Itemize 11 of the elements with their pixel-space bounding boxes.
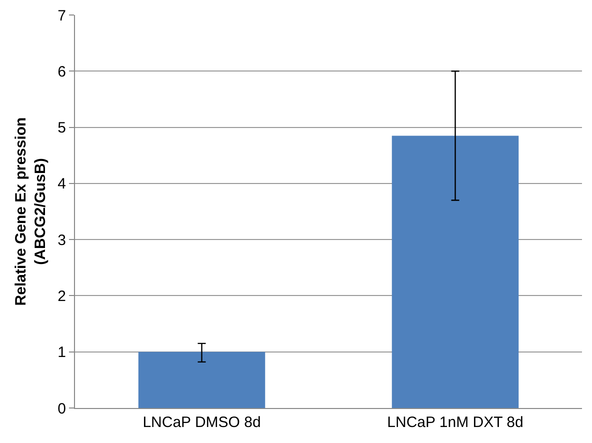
y-tick-label: 0 [58,400,66,418]
y-tick-label: 4 [58,176,66,193]
y-tick-label: 3 [58,232,66,249]
x-tick-label: LNCaP DMSO 8d [142,414,261,431]
y-tick-label: 5 [58,120,66,137]
y-tick-label: 7 [58,7,66,24]
y-tick-label: 2 [58,288,66,305]
y-tick-label: 6 [58,63,66,80]
y-axis-title: Relative Gene Ex pression (ABCG2/GusB) [12,117,49,306]
y-tick-label: 1 [58,344,66,362]
x-tick-label: LNCaP 1nM DXT 8d [387,414,524,431]
